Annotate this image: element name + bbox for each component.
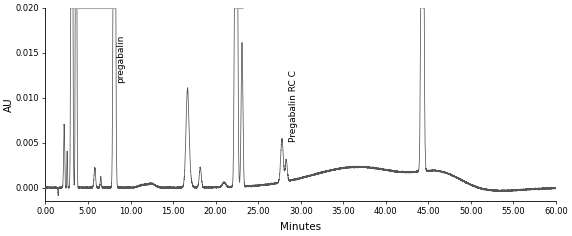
Text: pregabalin: pregabalin [116,35,125,83]
X-axis label: Minutes: Minutes [280,222,321,232]
Y-axis label: AU: AU [4,97,14,112]
Text: Pregabalin RC C: Pregabalin RC C [289,71,298,143]
